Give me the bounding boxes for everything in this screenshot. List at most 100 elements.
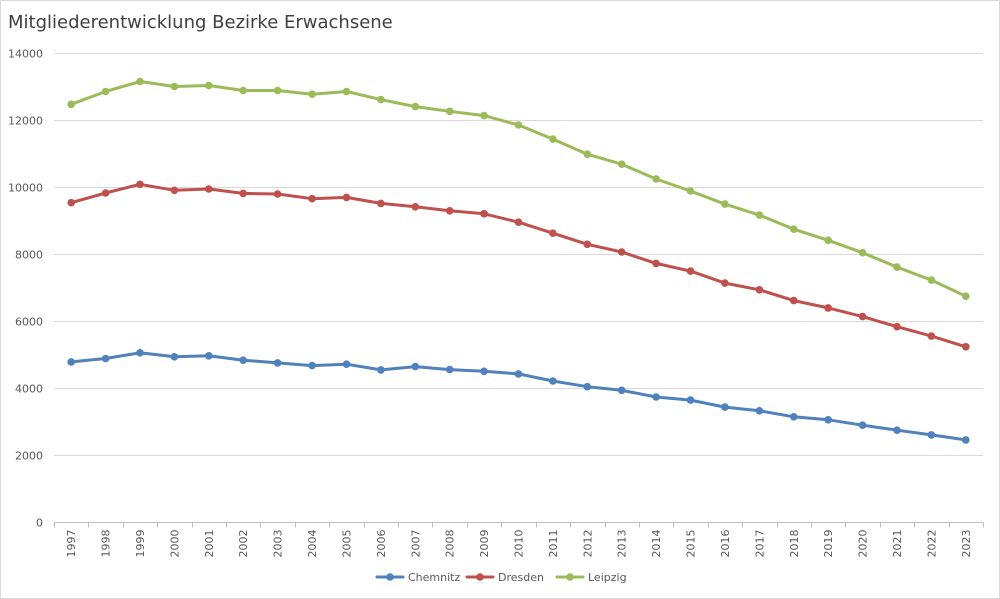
legend-marker-chemnitz [386, 573, 394, 581]
data-point-dresden [101, 189, 110, 197]
data-point-chemnitz [858, 421, 867, 430]
x-tick-label: 2020 [857, 530, 870, 558]
x-tick-label: 1999 [134, 530, 147, 558]
x-tick-label: 2000 [168, 530, 181, 558]
data-point-leipzig [549, 135, 557, 143]
data-point-leipzig [411, 102, 420, 111]
data-point-chemnitz [824, 416, 832, 424]
data-point-leipzig [239, 86, 247, 95]
series-line-dresden [69, 182, 968, 349]
data-point-dresden [411, 203, 420, 211]
x-tick-label: 1997 [65, 530, 78, 558]
data-point-leipzig [824, 236, 832, 245]
data-point-dresden [858, 312, 867, 321]
data-point-dresden [617, 248, 626, 256]
legend-marker-dresden [476, 573, 484, 581]
data-point-chemnitz [480, 367, 488, 376]
data-point-dresden [170, 186, 179, 195]
data-point-dresden [342, 193, 351, 202]
data-point-dresden [67, 198, 75, 207]
x-tick-label: 2019 [822, 530, 835, 558]
data-point-dresden [927, 332, 936, 340]
x-tick-label: 2023 [960, 530, 973, 558]
x-tick-label: 2001 [203, 530, 216, 558]
x-tick-label: 2015 [685, 530, 698, 558]
data-point-chemnitz [377, 366, 385, 374]
data-point-leipzig [308, 90, 316, 98]
data-point-chemnitz [445, 365, 454, 374]
x-tick-label: 2006 [375, 530, 388, 558]
data-point-chemnitz [617, 386, 626, 395]
data-point-leipzig [858, 248, 867, 257]
x-tick-label: 2013 [616, 530, 629, 558]
x-tick-label: 2010 [513, 530, 526, 558]
data-point-chemnitz [67, 358, 75, 366]
data-point-dresden [239, 189, 247, 198]
data-point-dresden [962, 343, 970, 351]
legend: Chemnitz Dresden Leipzig [375, 571, 627, 584]
data-point-dresden [514, 218, 523, 226]
data-point-leipzig [445, 107, 454, 116]
data-point-leipzig [652, 175, 660, 183]
x-tick-label: 1998 [100, 530, 113, 558]
data-point-leipzig [583, 150, 592, 158]
x-tick-label: 2016 [719, 530, 732, 558]
x-tick-label: 2003 [272, 530, 285, 558]
x-axis: 1997 1998 1999 2000 2001 2002 2003 2004 2005 2006… [54, 522, 984, 558]
data-point-leipzig [755, 211, 764, 219]
data-point-leipzig [205, 81, 213, 90]
x-tick-label: 2002 [237, 530, 250, 558]
data-point-dresden [755, 286, 764, 294]
data-point-leipzig [377, 95, 385, 104]
data-point-leipzig [480, 111, 488, 120]
data-point-dresden [480, 210, 488, 218]
x-tick-label: 2017 [753, 530, 766, 558]
x-tick-label: 2009 [478, 530, 491, 558]
series-lines [67, 77, 970, 444]
data-point-dresden [205, 185, 213, 193]
data-point-chemnitz [962, 436, 970, 444]
data-point-dresden [652, 259, 660, 268]
x-tick-label: 2005 [340, 530, 353, 558]
legend-item-chemnitz: Chemnitz [375, 571, 460, 584]
y-tick-label: 14000 [8, 48, 43, 61]
data-point-chemnitz [927, 431, 936, 439]
data-point-chemnitz [205, 352, 213, 360]
legend-label-leipzig: Leipzig [588, 571, 627, 584]
data-point-dresden [273, 190, 282, 198]
data-point-chemnitz [170, 353, 179, 361]
x-tick-label: 2011 [547, 530, 560, 558]
data-point-dresden [136, 180, 144, 189]
data-point-leipzig [927, 276, 936, 284]
gridlines [54, 53, 983, 456]
data-point-leipzig [101, 87, 110, 96]
data-point-dresden [377, 199, 385, 208]
legend-label-dresden: Dresden [498, 571, 544, 584]
data-point-leipzig [67, 100, 75, 109]
data-point-leipzig [170, 82, 179, 91]
x-tick-label: 2022 [925, 530, 938, 558]
data-point-dresden [824, 304, 832, 312]
data-point-dresden [308, 194, 316, 203]
x-tick-label: 2007 [409, 530, 422, 558]
y-tick-label: 6000 [15, 316, 43, 329]
data-point-leipzig [514, 121, 523, 129]
x-tick-label: 2014 [650, 530, 663, 558]
data-point-chemnitz [239, 356, 247, 365]
chart-title: Mitgliederentwicklung Bezirke Erwachsene [8, 12, 393, 33]
data-point-leipzig [136, 77, 144, 86]
data-point-chemnitz [686, 396, 695, 404]
y-tick-label: 0 [36, 517, 43, 530]
y-tick-label: 8000 [15, 249, 43, 262]
data-point-chemnitz [721, 403, 729, 411]
data-point-chemnitz [273, 359, 282, 367]
data-point-dresden [790, 296, 798, 305]
series-line-chemnitz [69, 351, 968, 442]
x-tick-label: 2018 [788, 530, 801, 558]
y-tick-label: 4000 [15, 383, 43, 396]
data-point-dresden [445, 207, 454, 215]
data-point-leipzig [686, 187, 695, 195]
x-tick-label: 2021 [891, 530, 904, 558]
